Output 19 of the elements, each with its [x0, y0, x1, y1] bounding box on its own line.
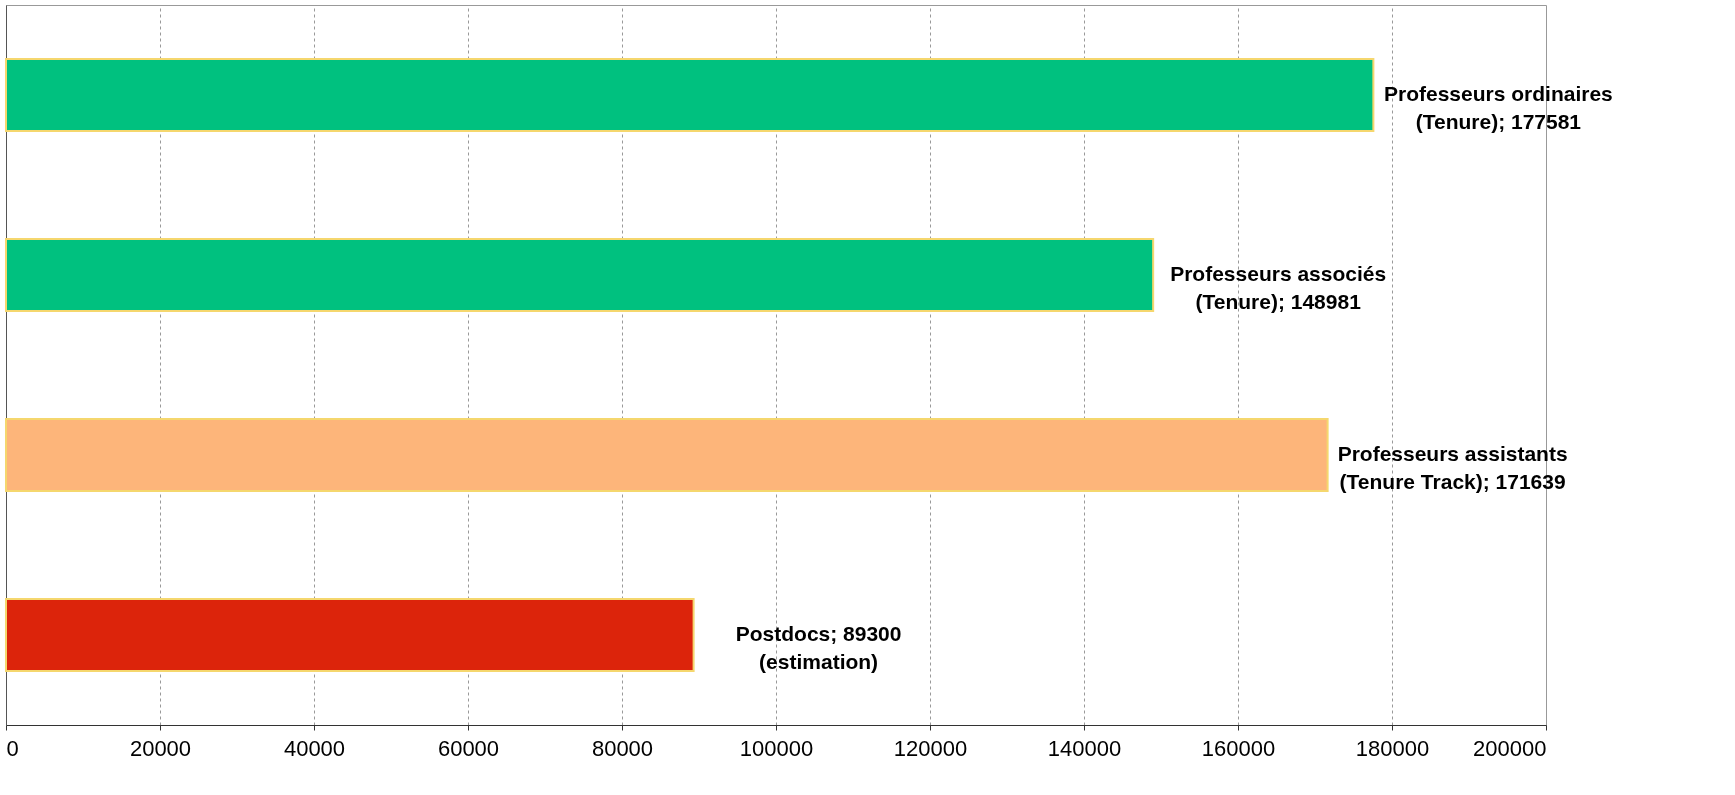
bar	[5, 418, 1329, 492]
data-label: Professeurs associés (Tenure); 148981	[1170, 262, 1387, 313]
data-label: Professeurs ordinaires (Tenure); 177581	[1383, 82, 1613, 133]
x-tick-label: 160000	[1201, 735, 1276, 761]
bar	[5, 58, 1375, 132]
bar	[5, 598, 695, 672]
x-tick-label: 140000	[1047, 735, 1122, 761]
x-tick-label: 80000	[591, 735, 654, 761]
bar	[5, 238, 1155, 312]
x-tick-label: 200000	[1473, 735, 1547, 761]
x-tick-label: 20000	[129, 735, 192, 761]
x-tick-label: 40000	[283, 735, 346, 761]
data-label: Professeurs assistants (Tenure Track); 171639	[1337, 442, 1568, 493]
x-tick-label: 100000	[739, 735, 814, 761]
data-label: Postdocs; 89300 (estimation)	[735, 622, 902, 673]
x-tick-label: 120000	[893, 735, 968, 761]
x-tick-label: 60000	[437, 735, 500, 761]
x-tick-label: 0	[6, 735, 19, 761]
x-tick-label: 180000	[1355, 735, 1430, 761]
